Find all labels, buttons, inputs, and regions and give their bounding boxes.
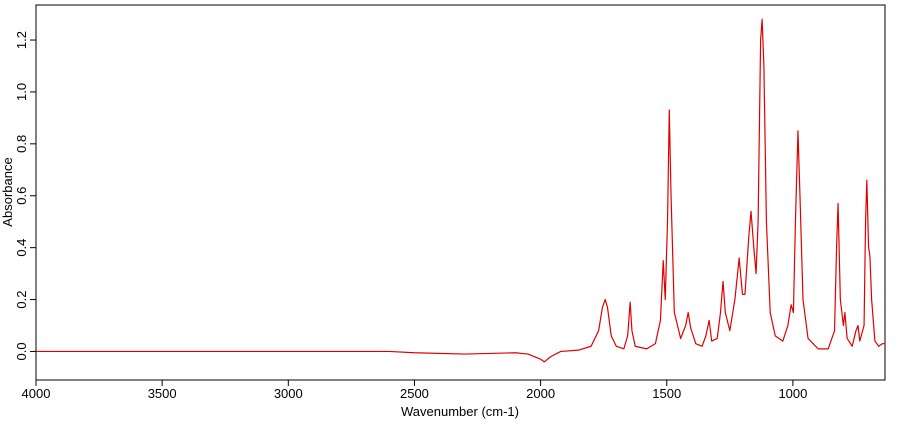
y-tick-label: 0.2 (14, 291, 29, 309)
y-tick-label: 0.0 (14, 342, 29, 360)
x-tick-label: 2500 (400, 386, 429, 401)
x-tick-label: 3500 (148, 386, 177, 401)
y-tick-label: 0.6 (14, 187, 29, 205)
y-tick-label: 0.8 (14, 135, 29, 153)
x-tick-label: 1000 (778, 386, 807, 401)
y-tick-label: 1.2 (14, 31, 29, 49)
y-tick-label: 0.4 (14, 239, 29, 257)
x-tick-label: 1500 (652, 386, 681, 401)
plot-frame (35, 4, 886, 381)
y-axis-label: Absorbance (0, 157, 15, 226)
x-tick-label: 3000 (274, 386, 303, 401)
x-tick-label: 2000 (526, 386, 555, 401)
y-tick-label: 1.0 (14, 83, 29, 101)
spectrum-line (36, 18, 885, 363)
x-axis-label: Wavenumber (cm-1) (401, 404, 519, 419)
x-tick-label: 4000 (22, 386, 51, 401)
